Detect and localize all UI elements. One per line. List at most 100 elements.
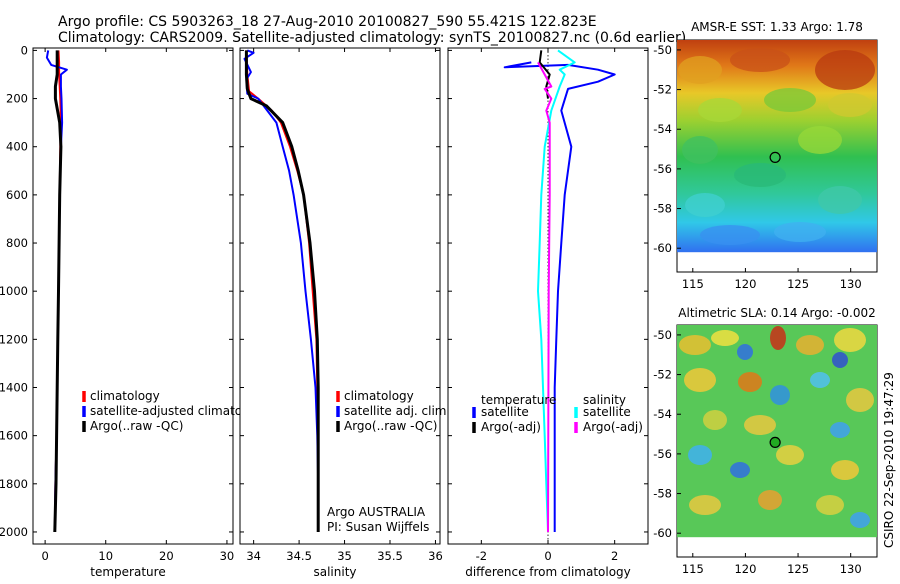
sla-map-xtick-label: 125	[787, 562, 809, 576]
sst-blob	[764, 88, 816, 112]
header-line-1: Argo profile: CS 5903263_18 27-Aug-2010 …	[58, 14, 597, 30]
depth-tick-label: 400	[6, 140, 28, 154]
sla-blob	[770, 326, 786, 350]
sla-blob	[730, 462, 750, 478]
sst-blob	[815, 50, 875, 90]
sst-map-ytick-label: -60	[653, 241, 672, 255]
sla-map-ytick-label: -56	[653, 447, 672, 461]
sst-blob	[798, 126, 842, 154]
sla-blob	[684, 368, 716, 392]
sla-blob	[846, 388, 874, 412]
sst-map-xtick-label: 115	[682, 277, 704, 291]
sst-blobs	[678, 48, 875, 245]
depth-tick-label: 600	[6, 188, 28, 202]
difference-series-temperature-satellite	[503, 61, 616, 532]
temperature-xtick-label: 20	[159, 549, 174, 563]
sla-blob	[688, 445, 712, 465]
salinity-legend-label: satellite adj. clim.	[344, 404, 450, 418]
temperature-xtick-label: 0	[41, 549, 48, 563]
sst-map-xtick-label: 130	[840, 277, 862, 291]
salinity-xlabel: salinity	[313, 565, 356, 579]
sst-blob	[774, 222, 826, 242]
temperature-panel: 0 10 20 30 0 200 400 600 800 1000 1200 1400 1600 1800…	[0, 43, 260, 579]
temperature-legend-label: satellite-adjusted climatolog	[90, 404, 260, 418]
salinity-legend-label: climatology	[344, 389, 414, 403]
temperature-xtick-label: 10	[98, 549, 113, 563]
salinity-xtick-label: 34	[246, 549, 261, 563]
sla-blob	[758, 490, 782, 510]
argo-program-label: Argo AUSTRALIA	[327, 505, 426, 519]
csiro-timestamp: CSIRO 22-Sep-2010 19:47:29	[882, 372, 896, 548]
sla-blob	[689, 495, 721, 515]
depth-tick-label: 0	[21, 43, 28, 57]
difference-legend-header-temperature: temperature	[481, 393, 556, 407]
sla-blob	[796, 335, 824, 355]
difference-legend-label: satellite	[481, 405, 529, 419]
sst-blob	[734, 163, 786, 187]
sla-blob	[738, 372, 762, 392]
sla-map-ytick-label: -58	[653, 487, 672, 501]
sla-blobs	[679, 326, 874, 528]
salinity-axes-frame	[239, 47, 441, 545]
sst-blob	[682, 136, 718, 164]
temperature-axes-frame	[32, 47, 234, 545]
temperature-xtick-label: 30	[220, 549, 235, 563]
depth-tick-label: 1400	[0, 380, 28, 394]
sla-blob	[834, 328, 866, 352]
sst-map-ytick-label: -58	[653, 202, 672, 216]
header-line-2: Climatology: CARS2009. Satellite-adjuste…	[58, 30, 686, 46]
depth-tick-label: 2000	[0, 525, 28, 539]
depth-tick-label: 200	[6, 92, 28, 106]
sla-blob	[810, 372, 830, 388]
sst-blob	[685, 193, 725, 217]
sst-blob	[730, 48, 790, 72]
difference-xlabel: difference from climatology	[465, 565, 631, 579]
temperature-series-argo-raw-qc-	[53, 50, 63, 533]
salinity-xtick-label: 36	[428, 549, 443, 563]
sst-blob	[828, 93, 872, 117]
difference-legend-header-salinity: salinity	[583, 393, 626, 407]
salinity-panel: 34 34.5 35 35.5 36 salinity climatologysatel…	[239, 47, 450, 579]
depth-tick-label: 800	[6, 236, 28, 250]
sla-blob	[776, 445, 804, 465]
difference-legend: temperature salinitysatelliteArgo(-adj)sa…	[472, 393, 643, 434]
sst-map-title: AMSR-E SST: 1.33 Argo: 1.78	[691, 20, 863, 34]
temperature-legend-label: climatology	[90, 389, 160, 403]
sla-blob	[737, 344, 753, 360]
depth-tick-label: 1200	[0, 332, 28, 346]
sla-blob	[770, 385, 790, 405]
sla-blob	[816, 495, 844, 515]
difference-legend-label: satellite	[583, 405, 631, 419]
sla-blob	[711, 330, 739, 346]
sla-map-panel: Altimetric SLA: 0.14 Argo: -0.002 115 120…	[653, 306, 878, 576]
sla-blob	[830, 422, 850, 438]
salinity-legend-label: Argo(..raw -QC)	[344, 419, 437, 433]
depth-tick-label: 1600	[0, 429, 28, 443]
sst-argo-location-marker	[769, 151, 781, 164]
sst-map-xtick-label: 125	[787, 277, 809, 291]
temperature-xlabel: temperature	[90, 565, 165, 579]
salinity-xtick-label: 35	[337, 549, 352, 563]
sla-map-ytick-label: -50	[653, 328, 672, 342]
difference-xtick-label: 2	[611, 549, 618, 563]
sst-map-panel: AMSR-E SST: 1.33 Argo: 1.78 115 120 125 130…	[653, 20, 878, 291]
sst-blob	[678, 56, 722, 84]
sla-map-xtick-label: 115	[682, 562, 704, 576]
sst-blob	[700, 225, 760, 245]
sla-map-ytick-label: -54	[653, 407, 672, 421]
sla-map-ytick-label: -52	[653, 368, 672, 382]
temperature-legend-label: Argo(..raw -QC)	[90, 419, 183, 433]
difference-series-salinity-argo-adj-	[537, 61, 553, 533]
sst-blob	[698, 98, 742, 122]
salinity-xtick-label: 34.5	[286, 549, 312, 563]
sst-blob	[818, 186, 862, 214]
sla-blob	[703, 410, 727, 430]
sst-map-xtick-label: 120	[734, 277, 756, 291]
depth-tick-label: 1000	[0, 284, 28, 298]
sla-blob	[744, 415, 776, 435]
sla-blob	[831, 460, 859, 480]
depth-tick-label: 1800	[0, 477, 28, 491]
